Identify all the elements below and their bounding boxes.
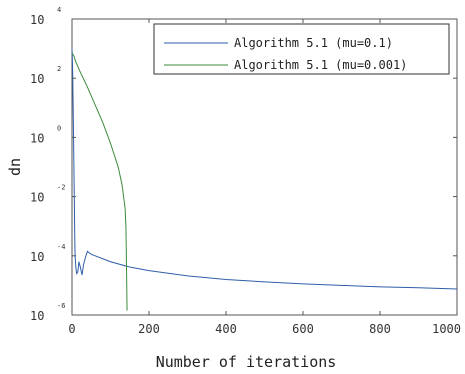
- legend-label-2: Algorithm 5.1 (mu=0.001): [234, 58, 407, 72]
- y-tick-label-exponent: -2: [57, 184, 65, 192]
- ticks-layer: 0 200 400 600 800 1000 10 -6 10 -4 10 -2 10 0 10 2 10 4: [30, 6, 461, 336]
- legend-label-1: Algorithm 5.1 (mu=0.1): [234, 36, 393, 50]
- legend-box: [153, 23, 450, 75]
- y-tick-label-base: 10: [30, 131, 44, 145]
- legend: Algorithm 5.1 (mu=0.1) Algorithm 5.1 (mu=…: [153, 23, 450, 75]
- y-axis-label: dn: [6, 158, 24, 176]
- series-layer: [71, 48, 458, 311]
- x-tick-label: 400: [215, 322, 237, 336]
- y-tick-label-exponent: -4: [57, 243, 65, 251]
- y-tick-label-base: 10: [30, 250, 44, 264]
- y-tick-label-exponent: 4: [57, 6, 61, 14]
- x-tick-label: 600: [292, 322, 314, 336]
- x-tick-label: 0: [68, 322, 75, 336]
- y-tick-label-exponent: 2: [57, 65, 61, 73]
- y-tick-label-exponent: 0: [57, 124, 61, 132]
- x-tick-label: 1000: [432, 322, 461, 336]
- series-line-2: [71, 52, 128, 311]
- series-line-1: [71, 48, 458, 290]
- x-axis-label: Number of iterations: [156, 353, 337, 371]
- y-tick-label-base: 10: [30, 72, 44, 86]
- x-tick-label: 800: [369, 322, 391, 336]
- y-tick-label-base: 10: [30, 191, 44, 205]
- y-tick-label-base: 10: [30, 13, 44, 27]
- y-tick-label-base: 10: [30, 309, 44, 323]
- x-tick-label: 200: [138, 322, 160, 336]
- y-tick-label-exponent: -6: [57, 302, 65, 310]
